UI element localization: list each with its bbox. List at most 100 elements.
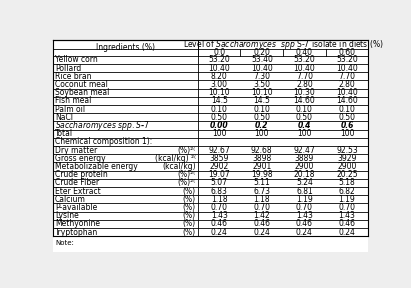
- Text: (%): (%): [183, 228, 196, 237]
- Text: 0.50: 0.50: [253, 113, 270, 122]
- Text: 10.40: 10.40: [336, 63, 358, 73]
- Text: 3889: 3889: [295, 154, 314, 163]
- Text: 0.6: 0.6: [340, 121, 354, 130]
- Text: 53.20: 53.20: [293, 55, 315, 64]
- Text: 10.40: 10.40: [251, 63, 272, 73]
- Text: 0.00: 0.00: [210, 121, 229, 130]
- Text: 0.50: 0.50: [296, 113, 313, 122]
- Text: 2900: 2900: [295, 162, 314, 171]
- Text: Crude Fiber: Crude Fiber: [55, 178, 99, 187]
- Text: 3898: 3898: [252, 154, 271, 163]
- Text: 0.20: 0.20: [253, 48, 270, 57]
- Text: 0.24: 0.24: [339, 228, 356, 237]
- Text: 3.00: 3.00: [211, 80, 228, 89]
- Text: 14.60: 14.60: [293, 96, 315, 105]
- Text: 0.10: 0.10: [296, 105, 313, 113]
- Text: 53.40: 53.40: [251, 55, 273, 64]
- Text: (kcal/kg) ²⁽: (kcal/kg) ²⁽: [155, 154, 196, 163]
- Text: 100: 100: [212, 129, 226, 138]
- Text: 0.10: 0.10: [339, 105, 356, 113]
- Text: 1.19: 1.19: [339, 195, 356, 204]
- Text: Gross energy: Gross energy: [55, 154, 106, 163]
- Text: 10.30: 10.30: [293, 88, 315, 97]
- Text: 19.98: 19.98: [251, 170, 272, 179]
- Text: Rice bran: Rice bran: [55, 72, 91, 81]
- Text: Eter Extract: Eter Extract: [55, 187, 101, 196]
- Text: 10.10: 10.10: [208, 88, 230, 97]
- Text: 14.5: 14.5: [211, 96, 228, 105]
- Text: 1.18: 1.18: [254, 195, 270, 204]
- Text: 14.5: 14.5: [253, 96, 270, 105]
- Text: 92.68: 92.68: [251, 145, 272, 155]
- Text: 1.18: 1.18: [211, 195, 228, 204]
- Text: 5.11: 5.11: [254, 178, 270, 187]
- Text: 0.50: 0.50: [339, 113, 356, 122]
- Text: 3859: 3859: [210, 154, 229, 163]
- Text: 0.46: 0.46: [253, 219, 270, 228]
- Text: 6.83: 6.83: [211, 187, 228, 196]
- Text: 3929: 3929: [337, 154, 357, 163]
- Text: 1.19: 1.19: [296, 195, 313, 204]
- Text: Metabolizable energy: Metabolizable energy: [55, 162, 138, 171]
- Text: Crude protein: Crude protein: [55, 170, 108, 179]
- Text: 92.53: 92.53: [336, 145, 358, 155]
- Text: 5.07: 5.07: [211, 178, 228, 187]
- Text: 1.43: 1.43: [339, 211, 356, 220]
- Text: Soybean meal: Soybean meal: [55, 88, 109, 97]
- Text: 10.40: 10.40: [336, 88, 358, 97]
- Text: 2902: 2902: [210, 162, 229, 171]
- Text: 8.20: 8.20: [211, 72, 228, 81]
- Text: NaCl: NaCl: [55, 113, 73, 122]
- Text: 7.30: 7.30: [253, 72, 270, 81]
- Text: 10.40: 10.40: [208, 63, 230, 73]
- Text: 0.10: 0.10: [253, 105, 270, 113]
- Text: Yellow corn: Yellow corn: [55, 55, 98, 64]
- Text: 92.67: 92.67: [208, 145, 230, 155]
- Text: Total: Total: [55, 129, 73, 138]
- Text: 10.40: 10.40: [293, 63, 315, 73]
- Text: 20.25: 20.25: [336, 170, 358, 179]
- Text: 20.18: 20.18: [293, 170, 315, 179]
- Text: 0.46: 0.46: [296, 219, 313, 228]
- Text: (%)²⁽: (%)²⁽: [178, 178, 196, 187]
- Text: 0.70: 0.70: [339, 203, 356, 212]
- Text: 2.80: 2.80: [296, 80, 313, 89]
- Text: 7.70: 7.70: [339, 72, 356, 81]
- Text: 0.24: 0.24: [211, 228, 228, 237]
- Text: 0.4: 0.4: [298, 121, 311, 130]
- Text: 6.81: 6.81: [296, 187, 313, 196]
- Text: 0.70: 0.70: [296, 203, 313, 212]
- Text: Lysine: Lysine: [55, 211, 79, 220]
- Text: (%): (%): [183, 195, 196, 204]
- Text: $\it{Saccharomyces}$ $\it{spp.S}$-$\it{7}$: $\it{Saccharomyces}$ $\it{spp.S}$-$\it{7…: [55, 119, 149, 132]
- Text: 0.40: 0.40: [296, 48, 313, 57]
- Text: 0.46: 0.46: [339, 219, 356, 228]
- Text: 100: 100: [254, 129, 269, 138]
- Text: 3.50: 3.50: [253, 80, 270, 89]
- Text: Dry matter: Dry matter: [55, 145, 97, 155]
- Text: 0.24: 0.24: [253, 228, 270, 237]
- Text: 5.18: 5.18: [339, 178, 356, 187]
- Text: (%): (%): [183, 219, 196, 228]
- Text: 1.43: 1.43: [211, 211, 228, 220]
- Text: 1.43: 1.43: [296, 211, 313, 220]
- Text: 0.0: 0.0: [213, 48, 225, 57]
- Text: Level of $\it{Saccharomyces}$  $\it{spp}$ S-7 isolate in diets (%): Level of $\it{Saccharomyces}$ $\it{spp}$…: [182, 38, 383, 51]
- Text: (%): (%): [183, 211, 196, 220]
- Text: 2901: 2901: [252, 162, 271, 171]
- Text: 2900: 2900: [337, 162, 357, 171]
- Text: Chemical composition 1):: Chemical composition 1):: [55, 137, 152, 146]
- Text: Tryptophan: Tryptophan: [55, 228, 98, 237]
- Text: (%): (%): [183, 187, 196, 196]
- Text: 53.20: 53.20: [208, 55, 230, 64]
- Text: (%)²⁽: (%)²⁽: [178, 145, 196, 155]
- Text: Methyonine: Methyonine: [55, 219, 100, 228]
- Text: 0.70: 0.70: [211, 203, 228, 212]
- Text: Palm oil: Palm oil: [55, 105, 85, 113]
- Text: 0.24: 0.24: [296, 228, 313, 237]
- Text: Coconut meal: Coconut meal: [55, 80, 108, 89]
- Text: 7.70: 7.70: [296, 72, 313, 81]
- Text: (%)²⁽: (%)²⁽: [178, 170, 196, 179]
- Text: Calcium: Calcium: [55, 195, 86, 204]
- Text: Pollard: Pollard: [55, 63, 81, 73]
